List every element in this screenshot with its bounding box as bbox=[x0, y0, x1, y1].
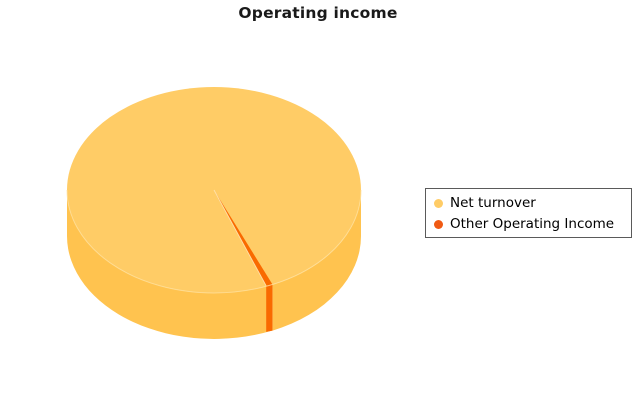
pie-slice-edge-highlight bbox=[213, 189, 267, 287]
pie-side-wall-other-operating-income bbox=[266, 284, 273, 332]
legend-item-net-turnover[interactable]: Net turnover bbox=[426, 193, 631, 214]
legend-item-other-operating-income[interactable]: Other Operating Income bbox=[426, 214, 631, 235]
legend-swatch-icon bbox=[434, 220, 443, 229]
legend-label: Other Operating Income bbox=[450, 215, 615, 232]
chart-legend: Net turnover Other Operating Income bbox=[425, 188, 632, 238]
pie-top-face-other-operating-income bbox=[214, 190, 273, 286]
chart-title: Operating income bbox=[238, 4, 398, 22]
pie-rim-line bbox=[66, 189, 362, 294]
pie-side-wall-net-turnover bbox=[67, 190, 272, 339]
legend-label: Net turnover bbox=[450, 194, 536, 211]
legend-swatch-icon bbox=[434, 199, 443, 208]
pie-side-wall-net-turnover-right bbox=[272, 190, 362, 331]
